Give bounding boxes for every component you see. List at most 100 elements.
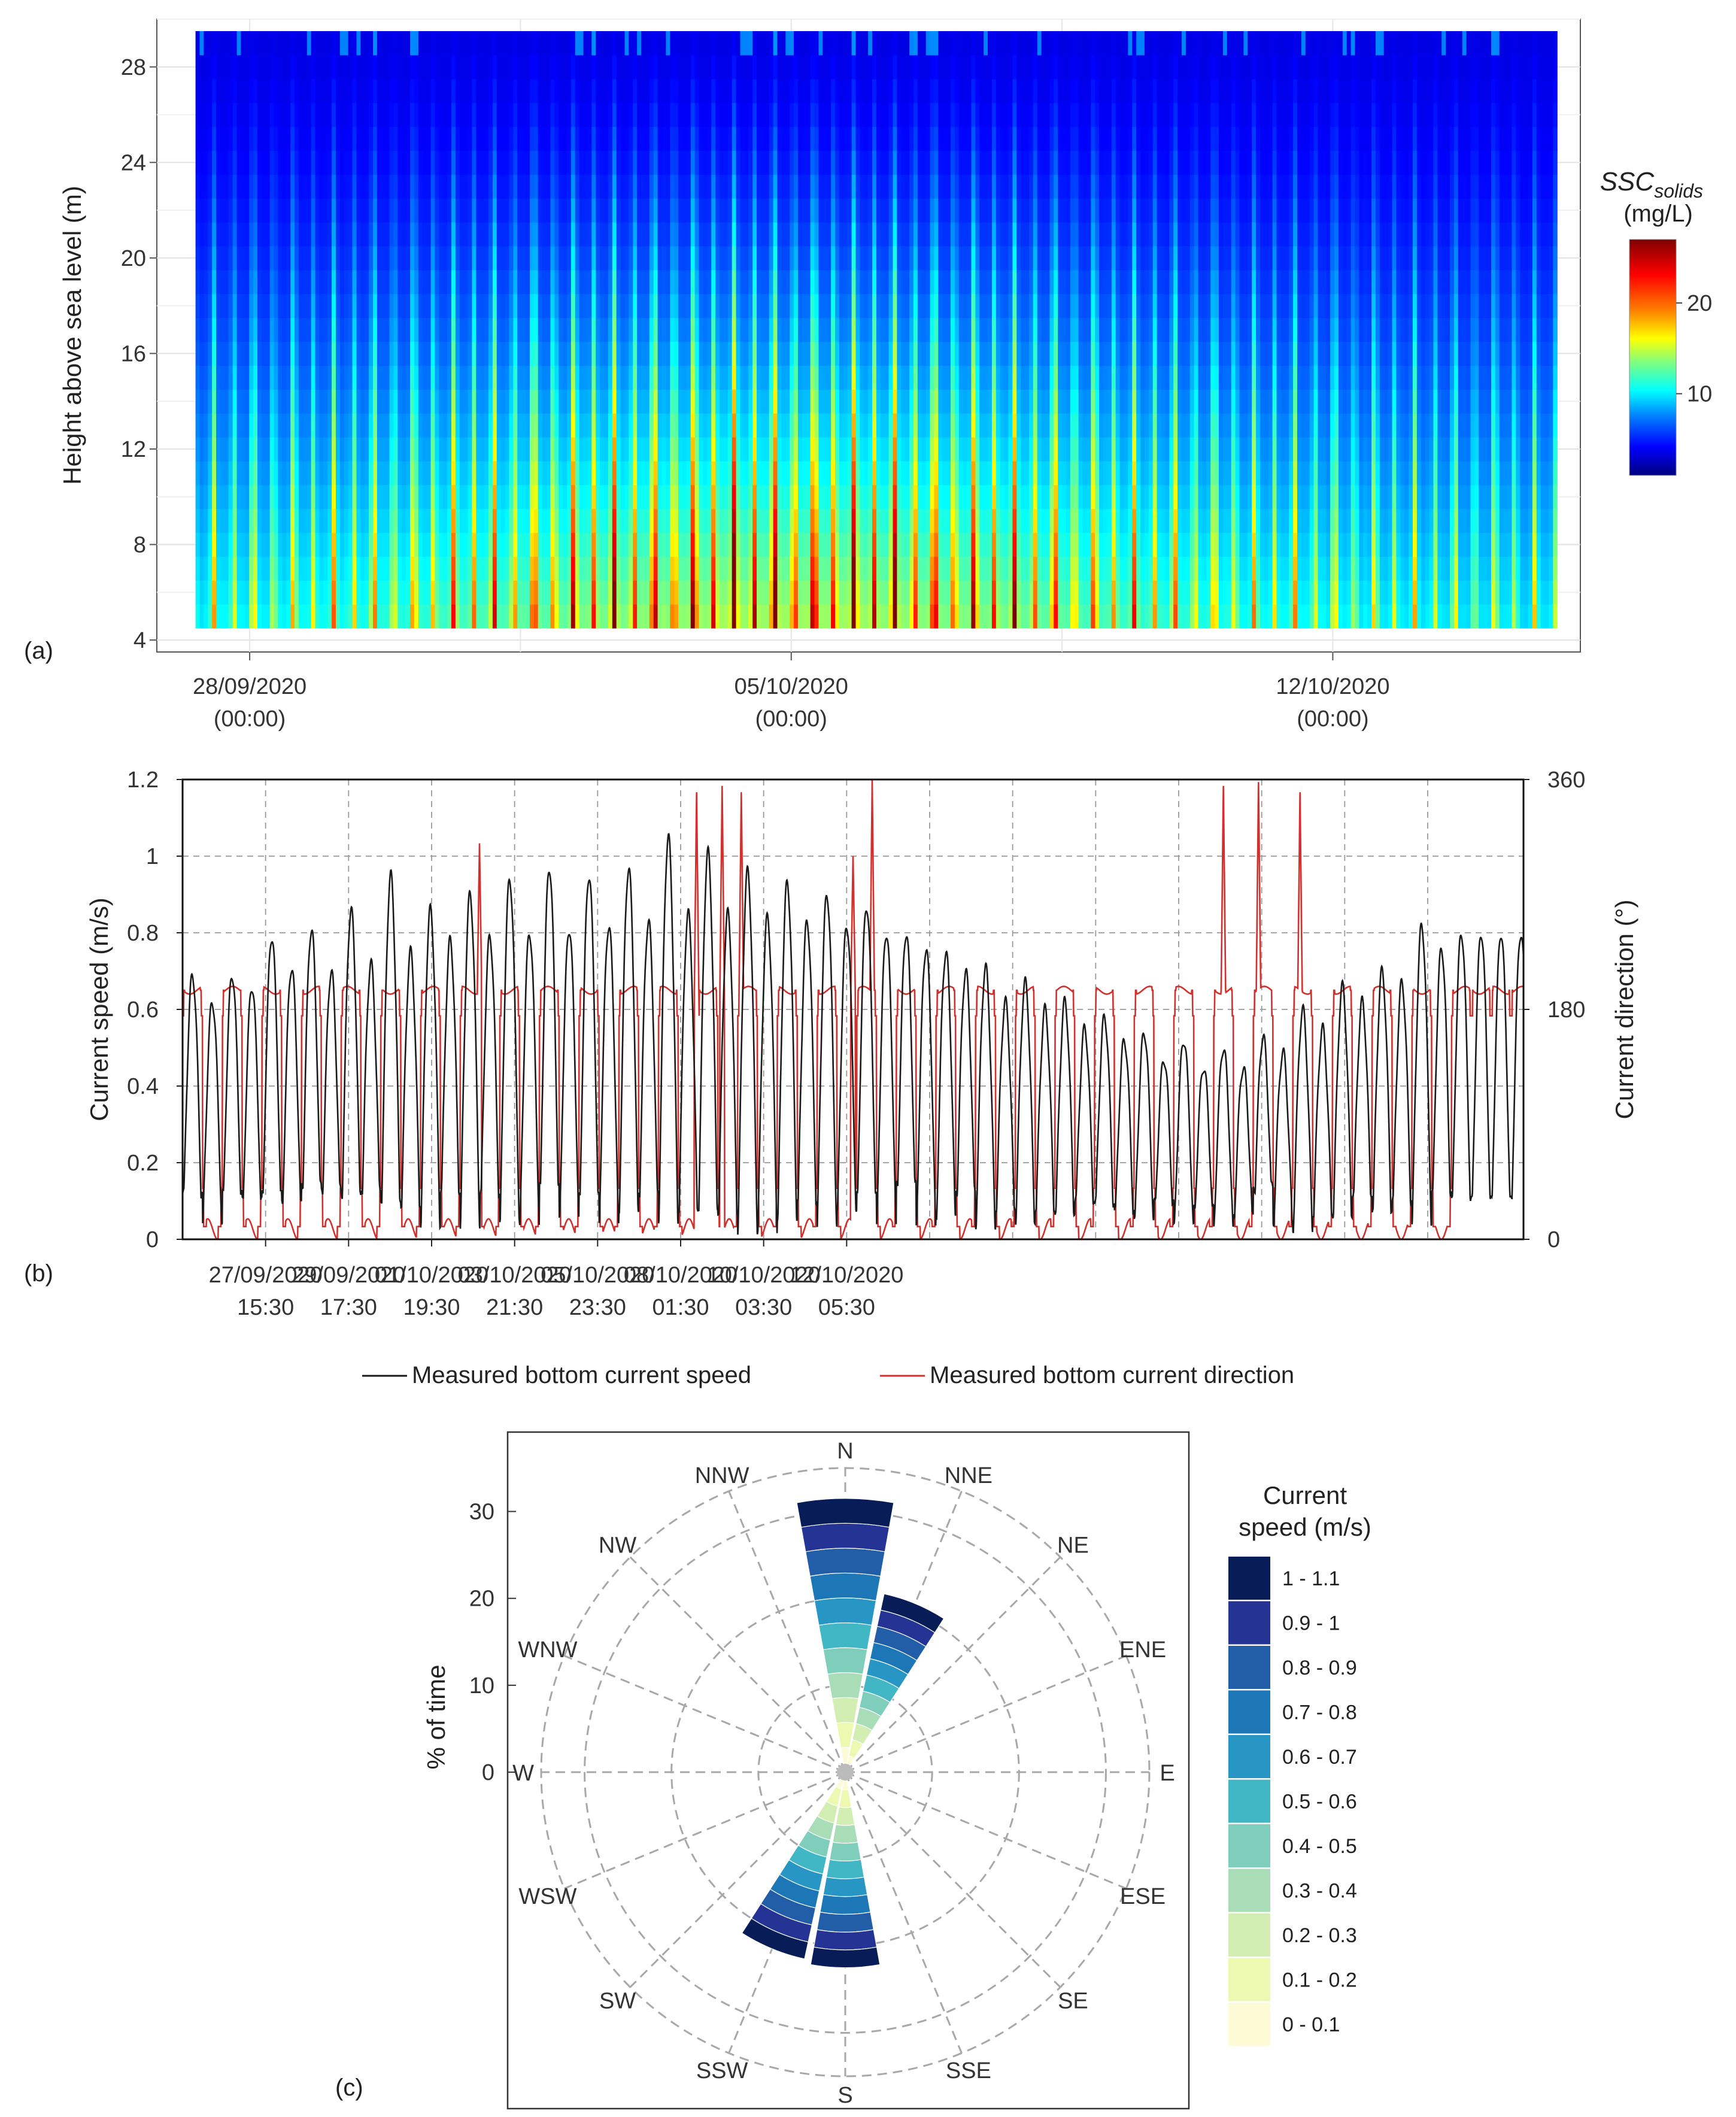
heatmap-cell xyxy=(418,126,423,151)
heatmap-cell xyxy=(925,580,931,605)
heatmap-cell xyxy=(559,54,563,80)
heatmap-cell xyxy=(934,150,939,175)
heatmap-cell xyxy=(439,341,444,366)
heatmap-cell xyxy=(521,317,526,342)
heatmap-cell xyxy=(232,580,238,605)
heatmap-cell xyxy=(979,54,984,80)
heatmap-cell xyxy=(282,508,287,533)
heatmap-cell xyxy=(720,174,724,199)
heatmap-cell xyxy=(430,78,435,104)
heatmap-cell xyxy=(492,78,497,104)
heatmap-cell xyxy=(744,532,749,557)
heatmap-cell xyxy=(938,78,943,104)
heatmap-cell xyxy=(818,604,823,629)
heatmap-cell xyxy=(608,222,613,247)
heatmap-cell xyxy=(694,198,700,223)
heatmap-cell xyxy=(781,437,786,462)
heatmap-cell xyxy=(228,317,233,342)
heatmap-cell xyxy=(727,460,733,486)
heatmap-cell xyxy=(451,556,456,581)
heatmap-cell xyxy=(777,389,782,414)
heatmap-cell xyxy=(278,150,283,175)
heatmap-cell xyxy=(740,269,745,295)
heatmap-cell xyxy=(604,174,609,199)
heatmap-cell xyxy=(505,245,510,271)
heatmap-cell xyxy=(265,54,271,80)
heatmap-cell xyxy=(596,269,600,295)
heatmap-cell xyxy=(377,556,382,581)
heatmap-cell xyxy=(984,413,988,438)
heatmap-cell xyxy=(744,78,749,104)
heatmap-cell xyxy=(797,365,803,390)
heatmap-cell xyxy=(835,604,840,629)
heatmap-cell xyxy=(649,198,654,223)
heatmap-cell xyxy=(764,31,770,56)
heatmap-cell xyxy=(435,317,439,342)
heatmap-cell xyxy=(600,532,605,557)
heatmap-cell xyxy=(332,245,336,271)
heatmap-cell xyxy=(954,222,960,247)
heatmap-cell xyxy=(958,484,964,509)
heatmap-cell xyxy=(748,222,753,247)
heatmap-cell xyxy=(278,102,283,128)
heatmap-cell xyxy=(736,508,741,533)
heatmap-cell xyxy=(925,269,931,295)
heatmap-cell xyxy=(806,269,811,295)
heatmap-cell xyxy=(984,460,988,486)
heatmap-cell xyxy=(224,102,229,128)
heatmap-cell xyxy=(377,460,382,486)
heatmap-cell xyxy=(946,532,951,557)
heatmap-cell xyxy=(827,54,831,80)
heatmap-cell xyxy=(1004,78,1009,104)
heatmap-cell xyxy=(591,341,596,366)
heatmap-cell xyxy=(814,317,820,342)
heatmap-cell xyxy=(649,460,654,486)
heatmap-cell xyxy=(736,293,741,319)
heatmap-cell xyxy=(678,556,683,581)
heatmap-cell xyxy=(868,293,873,319)
heatmap-cell xyxy=(249,78,254,104)
heatmap-cell xyxy=(393,508,398,533)
heatmap-cell xyxy=(711,174,716,199)
heatmap-cell xyxy=(426,54,432,80)
heatmap-cell xyxy=(232,245,238,271)
heatmap-cell xyxy=(311,78,316,104)
heatmap-cell xyxy=(1000,293,1005,319)
heatmap-cell xyxy=(777,413,782,438)
heatmap-cell xyxy=(327,508,332,533)
heatmap-cell xyxy=(365,341,369,366)
heatmap-cell xyxy=(373,31,378,56)
heatmap-cell xyxy=(868,389,873,414)
heatmap-cell xyxy=(488,556,493,581)
heatmap-cell xyxy=(633,532,638,557)
heatmap-cell xyxy=(335,293,341,319)
heatmap-cell xyxy=(484,78,489,104)
heatmap-cell xyxy=(538,245,543,271)
heatmap-cell xyxy=(740,580,745,605)
heatmap-cell xyxy=(925,126,931,151)
heatmap-cell xyxy=(414,54,419,80)
heatmap-cell xyxy=(521,460,526,486)
heatmap-cell xyxy=(880,580,885,605)
heatmap-cell xyxy=(261,604,266,629)
heatmap-cell xyxy=(517,150,522,175)
heatmap-cell xyxy=(439,460,444,486)
heatmap-cell xyxy=(785,174,790,199)
heatmap-cell xyxy=(880,317,885,342)
heatmap-cell xyxy=(764,341,770,366)
heatmap-cell xyxy=(629,126,633,151)
heatmap-cell xyxy=(699,484,704,509)
heatmap-cell xyxy=(773,198,778,223)
heatmap-cell xyxy=(880,341,885,366)
heatmap-cell xyxy=(694,508,700,533)
heatmap-cell xyxy=(723,31,729,56)
heatmap-cell xyxy=(526,341,530,366)
heatmap-cell xyxy=(715,198,720,223)
heatmap-cell xyxy=(884,293,890,319)
heatmap-cell xyxy=(604,78,609,104)
heatmap-cell xyxy=(835,413,840,438)
heatmap-cell xyxy=(872,437,877,462)
heatmap-cell xyxy=(711,150,716,175)
heatmap-cell xyxy=(220,484,225,509)
heatmap-cell xyxy=(757,580,761,605)
